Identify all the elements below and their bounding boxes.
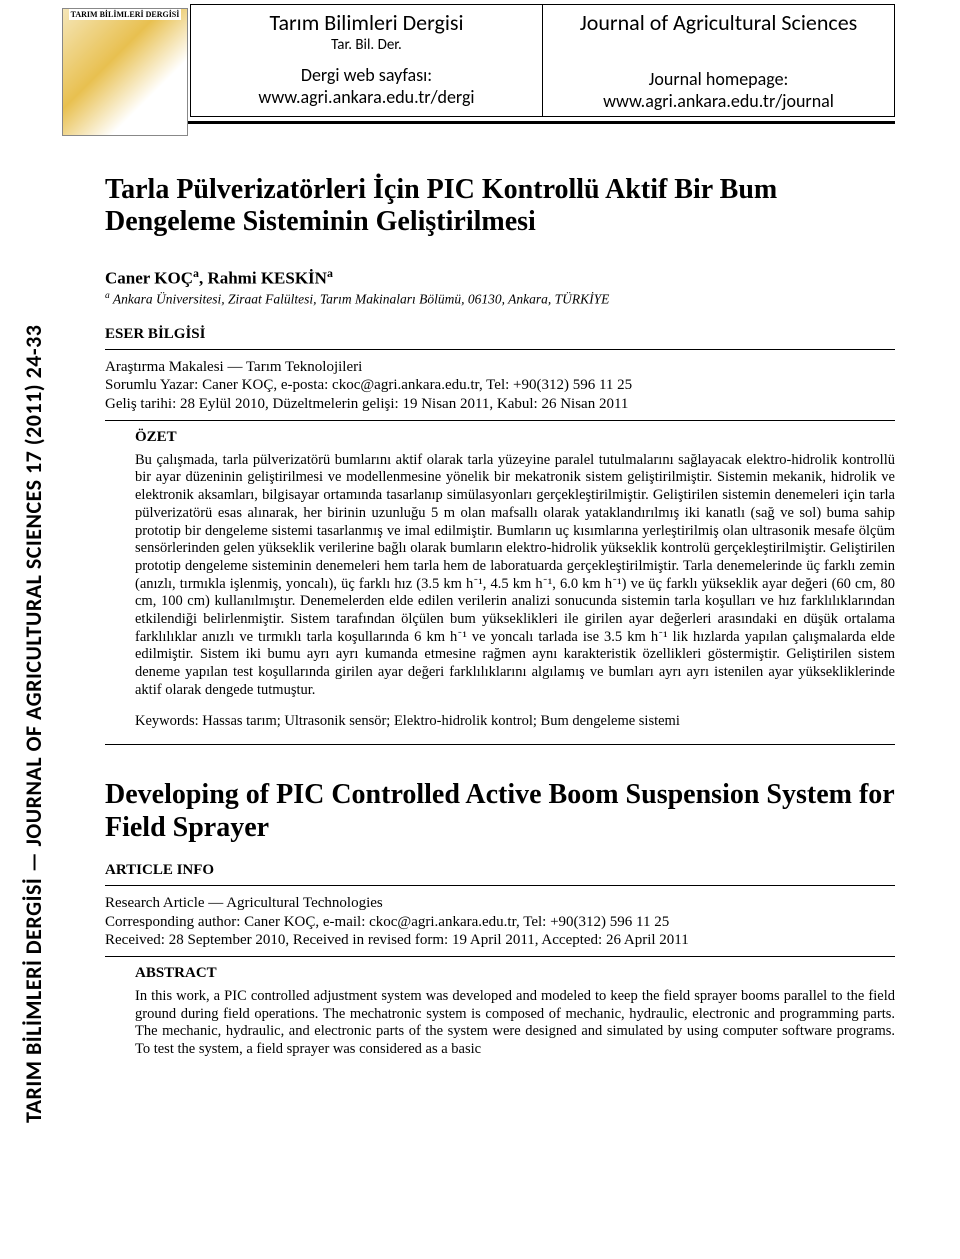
homepage-url-tr: www.agri.ankara.edu.tr/dergi	[201, 86, 532, 108]
eser-bilgisi-head: ESER BİLGİSİ	[105, 326, 895, 343]
ozet-body: Bu çalışmada, tarla pülverizatörü bumlar…	[135, 452, 895, 700]
ozet-head: ÖZET	[135, 429, 895, 446]
article-info-head: ARTICLE INFO	[105, 862, 895, 879]
rule-2	[105, 420, 895, 421]
abstract-body: In this work, a PIC controlled adjustmen…	[135, 988, 895, 1059]
article-title-tr: Tarla Pülverizatörleri İçin PIC Kontroll…	[105, 174, 895, 238]
article-title-en: Developing of PIC Controlled Active Boom…	[105, 779, 895, 843]
affiliation-line: a Ankara Üniversitesi, Ziraat Falültesi,…	[105, 291, 895, 308]
abstract-block: ABSTRACT In this work, a PIC controlled …	[135, 965, 895, 1059]
spine-text: TARIM BİLİMLERİ DERGİSİ — JOURNAL OF AGR…	[20, 199, 60, 1249]
journal-logo: TARIM BİLİMLERİ DERGİSİ	[62, 8, 188, 136]
keywords-tr: Keywords: Hassas tarım; Ultrasonik sensö…	[135, 713, 895, 730]
rule-1	[105, 349, 895, 350]
artinfo-line-2: Corresponding author: Caner KOÇ, e-mail:…	[105, 913, 895, 932]
homepage-url-en: www.agri.ankara.edu.tr/journal	[553, 90, 884, 112]
eser-line-2: Sorumlu Yazar: Caner KOÇ, e-posta: ckoc@…	[105, 376, 895, 395]
rule-4	[105, 885, 895, 886]
journal-abbr-tr: Tar. Bil. Der.	[201, 36, 532, 54]
artinfo-line-3: Received: 28 September 2010, Received in…	[105, 931, 895, 950]
author-line: Caner KOÇa, Rahmi KESKİNa	[105, 266, 895, 289]
ozet-block: ÖZET Bu çalışmada, tarla pülverizatörü b…	[135, 429, 895, 731]
header-english: Journal of Agricultural Sciences Journal…	[543, 5, 894, 116]
homepage-label-tr: Dergi web sayfası:	[201, 64, 532, 86]
rule-3	[105, 744, 895, 745]
rule-5	[105, 956, 895, 957]
article-body: Tarla Pülverizatörleri İçin PIC Kontroll…	[105, 174, 895, 1059]
eser-line-1: Araştırma Makalesi — Tarım Teknolojileri	[105, 358, 895, 377]
logo-caption: TARIM BİLİMLERİ DERGİSİ	[69, 9, 182, 20]
journal-header: Tarım Bilimleri Dergisi Tar. Bil. Der. D…	[190, 4, 895, 117]
eser-line-3: Geliş tarihi: 28 Eylül 2010, Düzeltmeler…	[105, 395, 895, 414]
homepage-label-en: Journal homepage:	[553, 68, 884, 90]
journal-title-tr: Tarım Bilimleri Dergisi	[201, 9, 532, 36]
abstract-head: ABSTRACT	[135, 965, 895, 982]
artinfo-line-1: Research Article — Agricultural Technolo…	[105, 894, 895, 913]
journal-title-en: Journal of Agricultural Sciences	[553, 9, 884, 36]
header-turkish: Tarım Bilimleri Dergisi Tar. Bil. Der. D…	[191, 5, 543, 116]
